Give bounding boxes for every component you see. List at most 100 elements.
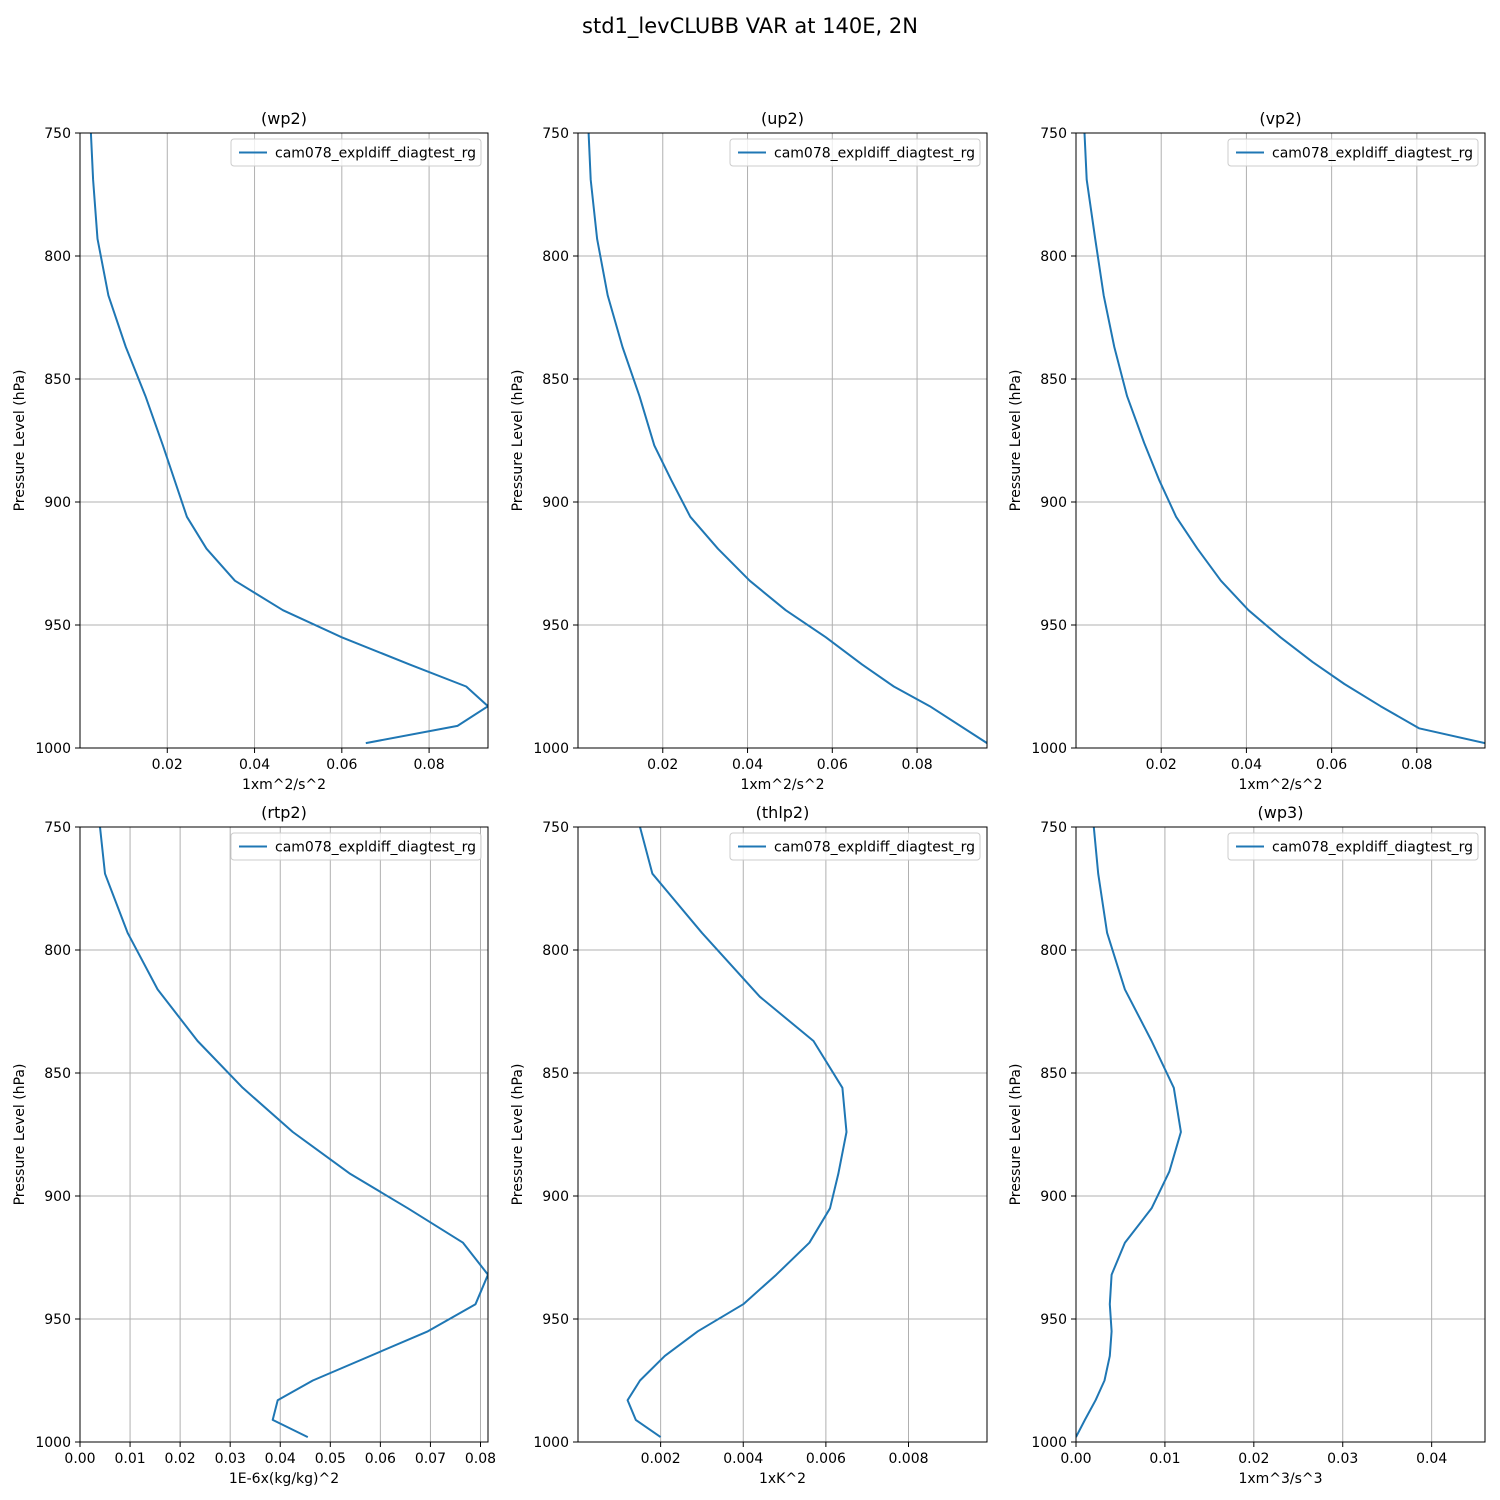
- subplot-title: (wp2): [261, 109, 307, 128]
- x-axis-label: 1xK^2: [759, 1471, 806, 1487]
- y-tick-label: 950: [1040, 618, 1067, 634]
- x-tick-label: 0.08: [1401, 757, 1432, 773]
- y-tick-label: 750: [542, 126, 569, 142]
- y-tick-label: 1000: [533, 1435, 569, 1451]
- y-axis-label: Pressure Level (hPa): [1008, 370, 1024, 512]
- y-tick-label: 1000: [1031, 1435, 1067, 1451]
- x-tick-label: 0.00: [1060, 1451, 1091, 1467]
- y-tick-label: 900: [542, 1189, 569, 1205]
- legend-box: [230, 832, 482, 861]
- x-tick-label: 0.02: [1146, 757, 1177, 773]
- subplot-1: 0.02 0.04 0.06 0.08 750 800 850 900 950 1000 (wp2)…: [12, 109, 489, 793]
- legend: cam078_expldiff_diagtest_rg: [230, 138, 482, 167]
- x-tick-label: 0.04: [732, 757, 763, 773]
- y-tick-label: 900: [44, 1189, 71, 1205]
- subplot-title: (rtp2): [261, 803, 307, 822]
- subplot-title: (wp3): [1258, 803, 1304, 822]
- subplot-4: 0.00 0.01 0.02 0.03 0.04 0.05 0.06 0.07 0.08 750 8…: [12, 803, 496, 1487]
- axes-frame: [79, 132, 489, 749]
- subplot-title: (vp2): [1259, 109, 1301, 128]
- y-tick-label: 850: [1040, 372, 1067, 388]
- y-tick-label: 950: [44, 618, 71, 634]
- x-tick-label: 0.04: [239, 757, 270, 773]
- subplot-title: (thlp2): [756, 803, 810, 822]
- legend-label: cam078_expldiff_diagtest_rg: [275, 840, 476, 856]
- figure-title: std1_levCLUBB VAR at 140E, 2N: [582, 14, 918, 38]
- y-tick-label: 800: [44, 943, 71, 959]
- x-tick-label: 0.002: [641, 1451, 681, 1467]
- x-tick-label: 0.05: [315, 1451, 346, 1467]
- axes-frame: [1075, 826, 1486, 1443]
- x-tick-label: 0.08: [901, 757, 932, 773]
- y-tick-label: 800: [1040, 249, 1067, 265]
- y-tick-label: 850: [44, 372, 71, 388]
- y-tick-label: 1000: [35, 741, 71, 757]
- y-axis-label: Pressure Level (hPa): [12, 1064, 28, 1206]
- legend-box: [1227, 832, 1479, 861]
- y-tick-label: 1000: [35, 1435, 71, 1451]
- series-line-1: [626, 827, 848, 1438]
- y-tick-label: 800: [44, 249, 71, 265]
- x-tick-label: 0.04: [1231, 757, 1262, 773]
- subplot-3: 0.02 0.04 0.06 0.08 750 800 850 900 950 1000 (vp2)…: [1008, 109, 1486, 793]
- legend: cam078_expldiff_diagtest_rg: [729, 832, 981, 861]
- legend-label: cam078_expldiff_diagtest_rg: [774, 840, 975, 856]
- x-tick-label: 0.06: [365, 1451, 396, 1467]
- x-tick-label: 0.006: [806, 1451, 846, 1467]
- y-axis-label: Pressure Level (hPa): [510, 370, 526, 512]
- x-tick-label: 0.02: [152, 757, 183, 773]
- series-line-1: [1083, 133, 1485, 745]
- y-tick-label: 750: [44, 126, 71, 142]
- y-tick-label: 950: [542, 618, 569, 634]
- x-axis-label: 1E-6x(kg/kg)^2: [229, 1471, 339, 1487]
- x-tick-label: 0.02: [1238, 1451, 1269, 1467]
- axes-frame: [577, 132, 988, 749]
- axes-frame: [577, 826, 988, 1443]
- y-tick-label: 900: [542, 495, 569, 511]
- x-tick-label: 0.06: [326, 757, 357, 773]
- legend-box: [729, 138, 981, 167]
- x-tick-label: 0.00: [64, 1451, 95, 1467]
- y-tick-label: 800: [542, 943, 569, 959]
- y-tick-label: 950: [1040, 1312, 1067, 1328]
- x-axis-label: 1xm^2/s^2: [1238, 777, 1322, 793]
- y-tick-label: 750: [44, 820, 71, 836]
- legend-label: cam078_expldiff_diagtest_rg: [1272, 840, 1473, 856]
- subplot-2: 0.02 0.04 0.06 0.08 750 800 850 900 950 1000 (up2)…: [510, 109, 988, 793]
- x-axis-label: 1xm^3/s^3: [1238, 1471, 1322, 1487]
- x-tick-label: 0.06: [817, 757, 848, 773]
- x-tick-label: 0.03: [1327, 1451, 1358, 1467]
- x-tick-label: 0.08: [465, 1451, 496, 1467]
- y-tick-label: 850: [1040, 1066, 1067, 1082]
- y-axis-label: Pressure Level (hPa): [510, 1064, 526, 1206]
- subplot-6: 0.00 0.01 0.02 0.03 0.04 750 800 850 900 950 1000 (…: [1008, 803, 1486, 1487]
- legend-box: [729, 832, 981, 861]
- x-tick-label: 0.04: [265, 1451, 296, 1467]
- legend: cam078_expldiff_diagtest_rg: [1227, 138, 1479, 167]
- legend-label: cam078_expldiff_diagtest_rg: [774, 146, 975, 162]
- y-tick-label: 900: [1040, 495, 1067, 511]
- y-tick-label: 800: [542, 249, 569, 265]
- x-tick-label: 0.02: [165, 1451, 196, 1467]
- y-tick-label: 850: [542, 1066, 569, 1082]
- y-axis-label: Pressure Level (hPa): [1008, 1064, 1024, 1206]
- legend-label: cam078_expldiff_diagtest_rg: [1272, 146, 1473, 162]
- y-tick-label: 950: [542, 1312, 569, 1328]
- series-line-1: [1076, 827, 1182, 1438]
- x-tick-label: 0.02: [647, 757, 678, 773]
- series-line-1: [89, 133, 488, 745]
- legend-label: cam078_expldiff_diagtest_rg: [275, 146, 476, 162]
- series-line-1: [587, 133, 987, 744]
- x-tick-label: 0.06: [1316, 757, 1347, 773]
- x-tick-label: 0.07: [415, 1451, 446, 1467]
- y-tick-label: 1000: [533, 741, 569, 757]
- y-tick-label: 950: [44, 1312, 71, 1328]
- y-tick-label: 750: [1040, 126, 1067, 142]
- y-tick-label: 750: [542, 820, 569, 836]
- y-tick-label: 850: [542, 372, 569, 388]
- x-tick-label: 0.01: [114, 1451, 145, 1467]
- legend: cam078_expldiff_diagtest_rg: [1227, 832, 1479, 861]
- legend-box: [1227, 138, 1479, 167]
- x-tick-label: 0.004: [723, 1451, 763, 1467]
